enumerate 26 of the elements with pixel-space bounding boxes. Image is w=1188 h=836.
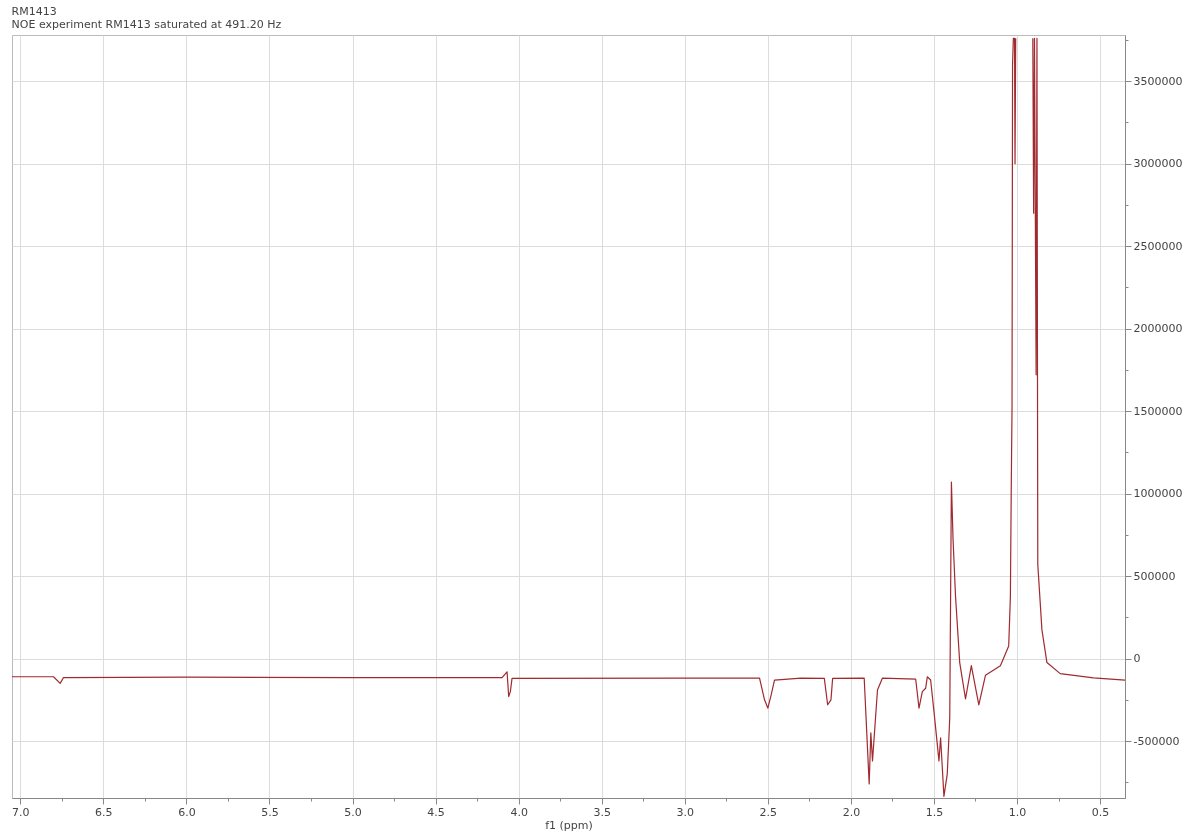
x-axis-title: f1 (ppm) xyxy=(545,818,593,832)
x-tick-label: 3.0 xyxy=(676,805,695,819)
y-tick-label: -500000 xyxy=(1133,734,1180,748)
x-tick-label: 2.0 xyxy=(842,805,861,819)
y-tick-label: 3000000 xyxy=(1133,157,1183,171)
x-tick-label: 7.0 xyxy=(12,805,30,819)
x-tick-label: 0.5 xyxy=(1091,805,1110,819)
x-tick-label: 5.0 xyxy=(344,805,362,819)
y-tick-label: 1000000 xyxy=(1133,487,1183,501)
x-tick-label: 6.0 xyxy=(178,805,196,819)
y-tick-label: 500000 xyxy=(1133,569,1176,583)
y-tick-label: 2500000 xyxy=(1133,239,1183,253)
x-tick-label: 4.5 xyxy=(427,805,445,819)
y-tick-label: 2000000 xyxy=(1133,322,1183,336)
x-tick-label: 6.5 xyxy=(95,805,113,819)
y-tick-label: 1500000 xyxy=(1133,404,1183,418)
y-tick-label: 0 xyxy=(1133,652,1141,666)
x-tick-label: 4.0 xyxy=(510,805,528,819)
chart-subtitle: NOE experiment RM1413 saturated at 491.20 Hz xyxy=(11,17,282,31)
x-tick-label: 1.5 xyxy=(925,805,944,819)
y-tick-label: 3500000 xyxy=(1133,74,1183,88)
chart-title: RM1413 xyxy=(11,4,57,18)
x-tick-label: 5.5 xyxy=(261,805,279,819)
x-tick-label: 2.5 xyxy=(759,805,778,819)
x-tick-label: 3.5 xyxy=(593,805,611,819)
x-tick-label: 1.0 xyxy=(1008,805,1027,819)
